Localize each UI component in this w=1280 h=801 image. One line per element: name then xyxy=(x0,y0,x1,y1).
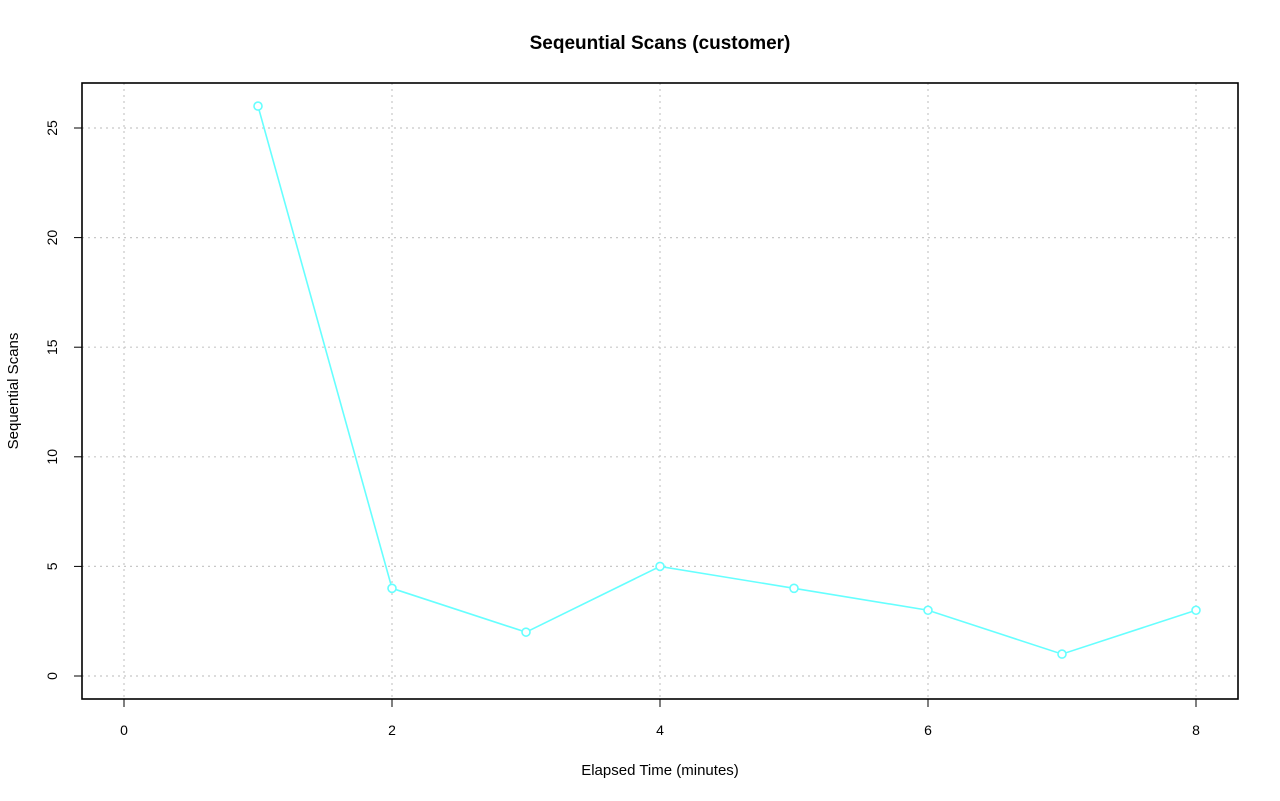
x-tick-label: 2 xyxy=(388,722,396,738)
y-axis: 0 5 10 15 20 25 xyxy=(44,120,83,680)
x-axis: 0 2 4 6 8 xyxy=(120,698,1200,738)
y-tick-label: 20 xyxy=(44,230,60,246)
data-point xyxy=(789,583,799,594)
y-axis-label: Sequential Scans xyxy=(5,333,22,450)
data-point xyxy=(1191,605,1201,616)
data-point xyxy=(655,561,665,572)
y-tick-label: 10 xyxy=(44,449,60,465)
x-tick-label: 6 xyxy=(924,722,932,738)
chart-title: Seqeuntial Scans (customer) xyxy=(530,33,791,54)
series-line xyxy=(257,105,1197,655)
data-point xyxy=(521,627,531,637)
x-tick-label: 0 xyxy=(120,722,128,738)
data-point xyxy=(923,605,933,616)
series-layer xyxy=(253,101,1201,659)
x-axis-label: Elapsed Time (minutes) xyxy=(581,762,739,779)
grid xyxy=(82,83,1238,699)
y-tick-label: 15 xyxy=(44,339,60,355)
y-tick-label: 25 xyxy=(44,120,60,136)
y-tick-label: 0 xyxy=(44,672,60,680)
y-tick-label: 5 xyxy=(44,562,60,570)
data-point xyxy=(253,101,263,111)
x-tick-label: 4 xyxy=(656,722,664,738)
x-tick-label: 8 xyxy=(1192,722,1200,738)
data-point xyxy=(387,583,397,594)
data-point xyxy=(1057,649,1067,659)
